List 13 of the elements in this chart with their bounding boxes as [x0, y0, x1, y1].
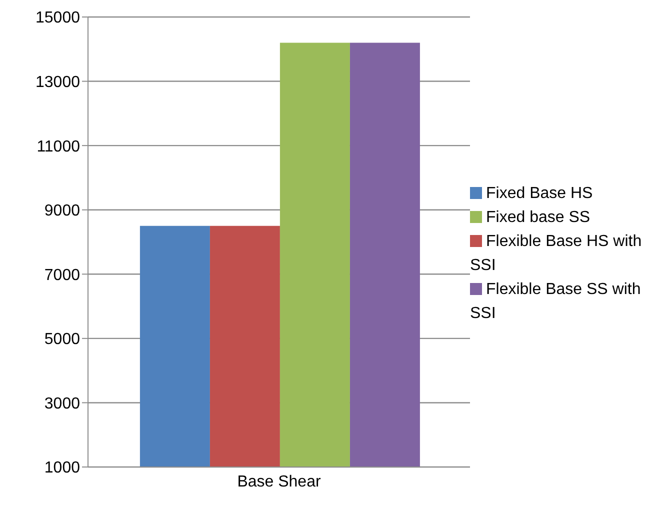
y-tick-label: 1000 — [44, 460, 80, 477]
y-tick-label: 3000 — [44, 395, 80, 412]
legend-label: Fixed base SS — [486, 208, 590, 226]
y-tick-label: 5000 — [44, 331, 80, 348]
y-tick-label: 15000 — [36, 10, 80, 27]
legend-label: Flexible Base SS with SSI — [470, 280, 641, 322]
y-tick-label: 13000 — [36, 74, 80, 91]
x-tick-label: Base Shear — [237, 473, 322, 490]
y-tick-label: 9000 — [44, 202, 80, 220]
y-tick-label: 7000 — [44, 266, 80, 284]
y-tick-label: 11000 — [36, 138, 80, 156]
legend-label: Flexible Base HS with SSI — [470, 232, 642, 274]
legend-label: Fixed Base HS — [486, 184, 593, 202]
